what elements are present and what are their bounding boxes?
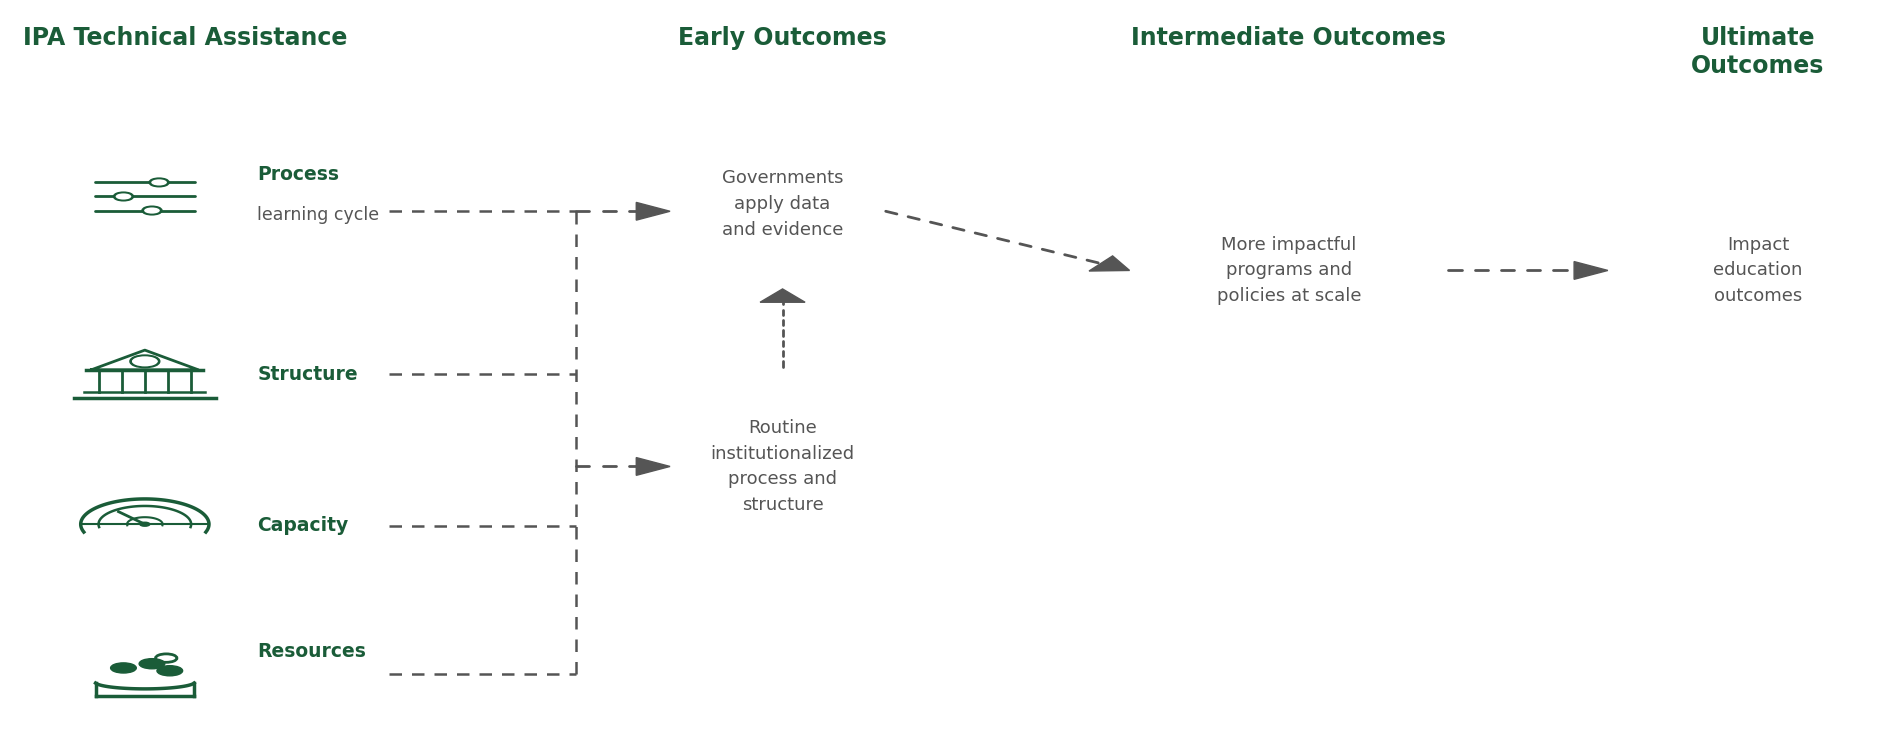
Polygon shape [637, 458, 671, 475]
Text: Impact
education
outcomes: Impact education outcomes [1713, 236, 1803, 305]
Polygon shape [1089, 256, 1130, 271]
Text: Process: Process [258, 165, 339, 184]
Circle shape [151, 180, 168, 186]
Text: Ultimate
Outcomes: Ultimate Outcomes [1692, 26, 1824, 78]
Circle shape [111, 663, 136, 673]
Text: Capacity: Capacity [258, 516, 349, 535]
Text: Routine
institutionalized
process and
structure: Routine institutionalized process and st… [710, 419, 855, 514]
Text: Structure: Structure [258, 364, 358, 384]
Circle shape [145, 207, 160, 214]
Text: Governments
apply data
and evidence: Governments apply data and evidence [722, 169, 844, 239]
Circle shape [156, 666, 183, 675]
Text: More impactful
programs and
policies at scale: More impactful programs and policies at … [1217, 236, 1362, 305]
Text: IPA Technical Assistance: IPA Technical Assistance [23, 26, 347, 50]
Text: Early Outcomes: Early Outcomes [678, 26, 887, 50]
Circle shape [139, 659, 164, 669]
Circle shape [139, 522, 151, 526]
Text: learning cycle: learning cycle [258, 206, 379, 224]
Circle shape [132, 356, 158, 367]
Text: Intermediate Outcomes: Intermediate Outcomes [1132, 26, 1447, 50]
Polygon shape [759, 289, 804, 302]
Text: Resources: Resources [258, 642, 365, 661]
Circle shape [115, 194, 132, 200]
Polygon shape [1575, 262, 1607, 279]
Polygon shape [637, 203, 671, 220]
